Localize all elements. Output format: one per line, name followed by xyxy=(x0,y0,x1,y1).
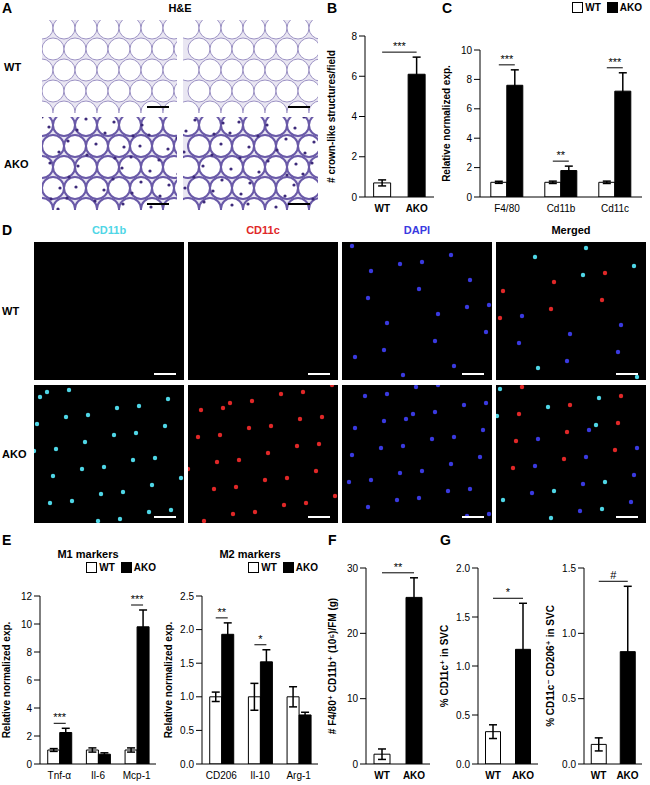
svg-text:0: 0 xyxy=(466,192,472,203)
html-text:A: A xyxy=(2,0,13,16)
svg-text:2.0: 2.0 xyxy=(456,563,470,574)
html-text:AKO: AKO xyxy=(295,562,318,573)
svg-text:0: 0 xyxy=(351,192,357,203)
html-text:D: D xyxy=(2,222,13,238)
svg-text:10: 10 xyxy=(461,45,473,56)
svg-text:0: 0 xyxy=(26,759,32,770)
html-text:DAPI: DAPI xyxy=(403,224,431,236)
html-text:E: E xyxy=(2,532,12,548)
svg-text:**: ** xyxy=(394,561,403,573)
svg-text:2: 2 xyxy=(466,162,472,173)
svg-text:12: 12 xyxy=(21,591,33,602)
svg-text:0: 0 xyxy=(352,759,358,770)
svg-text:10: 10 xyxy=(21,619,33,630)
svg-text:8: 8 xyxy=(351,31,357,42)
svg-text:# crown-like structures/field: # crown-like structures/field xyxy=(326,50,337,183)
svg-text:6: 6 xyxy=(351,71,357,82)
svg-text:***: *** xyxy=(608,56,622,68)
svg-text:***: *** xyxy=(53,711,67,723)
svg-text:20: 20 xyxy=(347,628,359,639)
svg-text:% CD11c⁻ CD206⁺ in SVC: % CD11c⁻ CD206⁺ in SVC xyxy=(545,605,556,727)
svg-text:0.0: 0.0 xyxy=(456,759,470,770)
svg-text:Relative normalized exp.: Relative normalized exp. xyxy=(8,621,12,738)
html-text:WT: WT xyxy=(585,2,601,13)
svg-text:2: 2 xyxy=(351,151,357,162)
svg-text:WT: WT xyxy=(8,61,21,73)
svg-text:AKO: AKO xyxy=(8,448,27,460)
svg-text:WT: WT xyxy=(591,770,607,781)
svg-text:**: ** xyxy=(557,149,566,161)
svg-text:8: 8 xyxy=(466,74,472,85)
svg-text:0.0: 0.0 xyxy=(562,759,576,770)
svg-text:AKO: AKO xyxy=(8,158,29,170)
svg-text:CD206: CD206 xyxy=(206,770,238,781)
html-text:CD11c: CD11c xyxy=(246,224,280,236)
svg-text:1.0: 1.0 xyxy=(456,661,470,672)
svg-text:% CD11c⁺ in SVC: % CD11c⁺ in SVC xyxy=(439,625,450,708)
svg-text:***: *** xyxy=(393,40,407,52)
svg-text:Cd11b: Cd11b xyxy=(547,203,576,214)
svg-text:Il-10: Il-10 xyxy=(250,770,270,781)
html-text:C: C xyxy=(442,0,453,16)
html-text:AKO: AKO xyxy=(133,562,156,573)
svg-text:4: 4 xyxy=(26,703,32,714)
html-text:WT: WT xyxy=(261,562,277,573)
svg-text:0.5: 0.5 xyxy=(180,725,194,736)
html-text:G: G xyxy=(440,532,451,548)
svg-text:*: * xyxy=(258,633,263,645)
html-text:F: F xyxy=(328,532,337,548)
svg-text:2.0: 2.0 xyxy=(180,624,194,635)
svg-text:0.0: 0.0 xyxy=(180,759,194,770)
svg-text:*: * xyxy=(506,586,511,598)
svg-text:# F4/80⁺ CD11b⁺ (10⁵)/FM (g): # F4/80⁺ CD11b⁺ (10⁵)/FM (g) xyxy=(327,598,338,734)
html-text:CD11b: CD11b xyxy=(91,224,127,236)
svg-text:6: 6 xyxy=(26,675,32,686)
svg-text:AKO: AKO xyxy=(403,770,425,781)
html-text:B: B xyxy=(327,0,338,16)
svg-text:2: 2 xyxy=(26,731,32,742)
svg-text:2.5: 2.5 xyxy=(180,591,194,602)
svg-text:Mcp-1: Mcp-1 xyxy=(123,770,151,781)
svg-text:8: 8 xyxy=(26,647,32,658)
html-text:M2 markers: M2 markers xyxy=(219,548,281,560)
html-text:H&E: H&E xyxy=(168,2,192,14)
html-text:Merged: Merged xyxy=(551,224,591,236)
svg-text:1.0: 1.0 xyxy=(180,691,194,702)
svg-text:#: # xyxy=(610,569,617,581)
svg-text:***: *** xyxy=(131,593,145,605)
svg-text:Cd11c: Cd11c xyxy=(601,203,629,214)
svg-text:F4/80: F4/80 xyxy=(494,203,520,214)
svg-text:AKO: AKO xyxy=(616,770,638,781)
svg-text:0.5: 0.5 xyxy=(562,693,576,704)
html-text:AKO: AKO xyxy=(619,2,642,13)
svg-text:30: 30 xyxy=(347,563,359,574)
svg-text:4: 4 xyxy=(466,133,472,144)
html-text:M1 markers: M1 markers xyxy=(57,548,119,560)
svg-text:**: ** xyxy=(217,606,226,618)
svg-text:Relative normalized exp.: Relative normalized exp. xyxy=(163,621,174,738)
svg-text:Arg-1: Arg-1 xyxy=(286,770,311,781)
svg-text:10: 10 xyxy=(347,693,359,704)
svg-text:WT: WT xyxy=(374,770,390,781)
svg-text:***: *** xyxy=(500,53,514,65)
svg-text:0.5: 0.5 xyxy=(456,710,470,721)
svg-text:AKO: AKO xyxy=(512,770,534,781)
svg-text:Relative normalized exp.: Relative normalized exp. xyxy=(441,65,452,182)
svg-text:WT: WT xyxy=(485,770,501,781)
svg-text:WT: WT xyxy=(374,203,390,214)
svg-text:Tnf-α: Tnf-α xyxy=(48,770,72,781)
html-text:WT: WT xyxy=(99,562,115,573)
svg-text:AKO: AKO xyxy=(406,203,428,214)
svg-text:1.0: 1.0 xyxy=(562,628,576,639)
svg-text:Il-6: Il-6 xyxy=(91,770,105,781)
svg-text:1.5: 1.5 xyxy=(562,563,576,574)
svg-text:1.5: 1.5 xyxy=(456,612,470,623)
svg-text:6: 6 xyxy=(466,103,472,114)
svg-text:1.5: 1.5 xyxy=(180,658,194,669)
svg-text:4: 4 xyxy=(351,111,357,122)
svg-text:WT: WT xyxy=(8,305,19,317)
